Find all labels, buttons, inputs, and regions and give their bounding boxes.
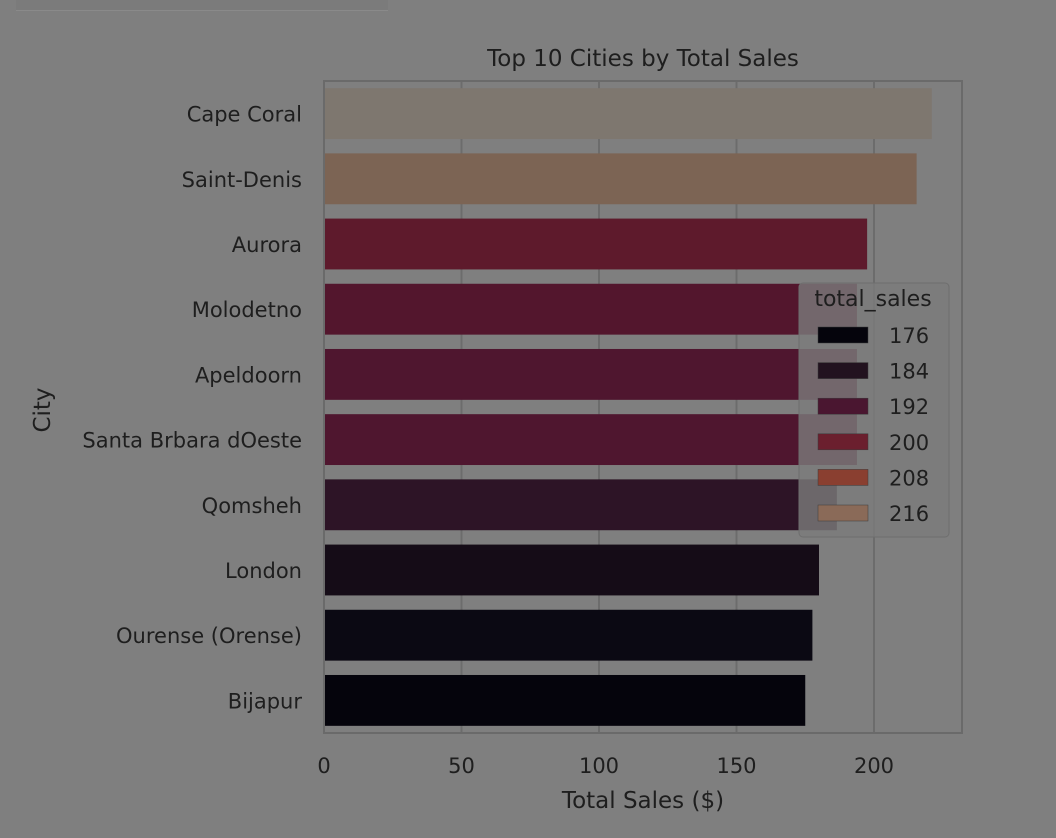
legend-swatch xyxy=(817,397,869,415)
legend-title: total_sales xyxy=(814,287,931,312)
chart-title: Top 10 Cities by Total Sales xyxy=(486,46,799,72)
bar xyxy=(324,414,857,466)
bar xyxy=(324,609,813,661)
legend: total_sales 176 184 192 200 208 216 xyxy=(798,282,950,538)
legend-swatch xyxy=(817,433,869,451)
bars xyxy=(324,88,932,726)
legend-swatch xyxy=(817,326,869,344)
legend-swatch xyxy=(817,469,869,486)
y-tick-labels: Cape Coral Saint-Denis Aurora Molodetno Apel… xyxy=(82,103,302,714)
y-tick-label: Aurora xyxy=(232,233,302,257)
legend-label: 192 xyxy=(889,395,929,419)
bar xyxy=(324,674,806,726)
y-axis-label: City xyxy=(30,387,56,432)
y-tick-label: Santa Brbara dOeste xyxy=(82,429,302,453)
bar xyxy=(324,544,819,596)
top-strip xyxy=(16,0,388,11)
x-tick-labels: 0 50 100 150 200 xyxy=(317,754,894,778)
bar xyxy=(324,479,837,531)
y-tick-label: London xyxy=(225,559,302,583)
legend-label: 216 xyxy=(889,502,929,526)
legend-label: 208 xyxy=(889,466,929,490)
x-tick-label: 200 xyxy=(854,754,894,778)
bar xyxy=(324,153,917,205)
plot-area-frame xyxy=(323,80,963,734)
x-tick-label: 100 xyxy=(579,754,619,778)
bar xyxy=(324,218,868,270)
x-axis-label: Total Sales ($) xyxy=(561,788,724,814)
x-tick-label: 0 xyxy=(317,754,330,778)
bar xyxy=(324,88,932,140)
y-tick-label: Ourense (Orense) xyxy=(116,624,302,648)
legend-swatch xyxy=(817,362,869,379)
y-tick-label: Qomsheh xyxy=(202,494,302,518)
legend-swatch xyxy=(817,504,869,522)
y-tick-label: Molodetno xyxy=(192,298,302,322)
legend-label: 184 xyxy=(889,360,929,384)
legend-entries: 176 184 192 200 208 216 xyxy=(817,324,929,526)
y-tick-label: Cape Coral xyxy=(187,103,302,127)
x-tick-label: 150 xyxy=(716,754,756,778)
y-tick-label: Apeldoorn xyxy=(195,363,302,387)
legend-label: 200 xyxy=(889,431,929,455)
x-tick-label: 50 xyxy=(448,754,475,778)
legend-label: 176 xyxy=(889,324,929,348)
bar xyxy=(324,283,857,335)
y-tick-label: Bijapur xyxy=(228,689,303,713)
y-tick-label: Saint-Denis xyxy=(182,168,302,192)
bar xyxy=(324,348,857,400)
